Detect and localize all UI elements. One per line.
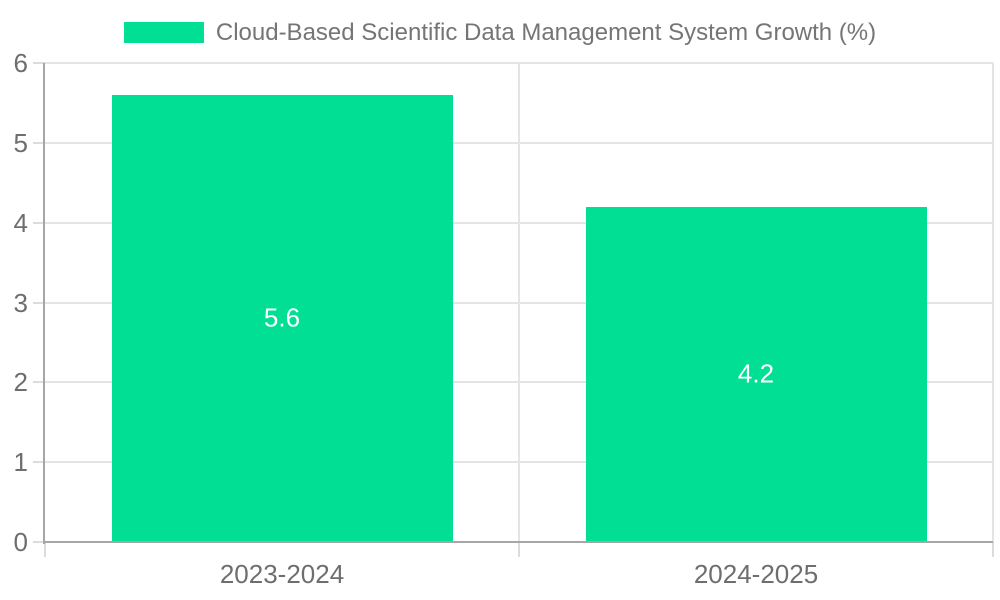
y-axis-tick-label: 6 [13,48,28,78]
gridline-horizontal [45,62,993,64]
x-axis-line [43,541,993,543]
y-axis-tick-label: 5 [13,127,28,158]
bar-2023-2024[interactable] [111,94,453,542]
gridline-vertical [992,63,994,542]
bar-value-label: 4.2 [737,358,775,389]
y-axis-tick-label: 3 [13,287,28,318]
x-axis-tick-label: 2024-2025 [693,559,819,589]
x-axis-tick [992,542,994,557]
y-axis-tick-label: 2 [13,367,28,398]
bar-value-label: 5.6 [263,302,301,333]
legend-label: Cloud-Based Scientific Data Management S… [215,19,877,46]
x-axis-tick-label: 2023-2024 [219,559,345,589]
x-axis-tick [44,542,46,557]
legend-item[interactable]: Cloud-Based Scientific Data Management S… [0,20,1000,45]
y-axis-tick-label: 1 [13,447,28,478]
y-axis-tick-label: 4 [13,207,28,238]
legend-swatch [123,22,204,43]
y-axis-tick-label: 0 [13,527,28,557]
bar-2024-2025[interactable] [585,206,927,542]
gridline-vertical [518,63,520,542]
x-axis-tick [518,542,520,557]
y-axis-line [43,63,45,544]
